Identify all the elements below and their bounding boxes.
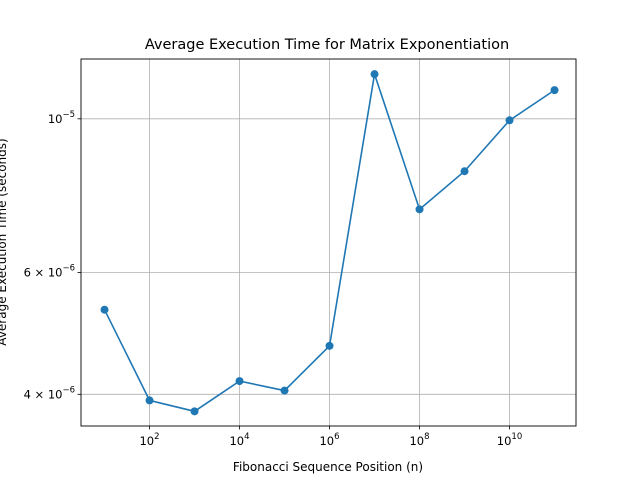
x-tick-label: 104 — [229, 432, 249, 448]
y-axis-label: Average Execution Time (seconds) — [0, 138, 9, 345]
x-tick-label: 1010 — [497, 432, 522, 448]
data-point — [415, 205, 424, 214]
data-point — [280, 386, 289, 395]
y-axis: 4 × 10−6 6 × 10−6 10−5 — [24, 110, 81, 401]
plot-frame — [80, 58, 577, 427]
data-point — [550, 86, 559, 95]
x-tick-label: 102 — [139, 432, 159, 448]
x-axis-label: Fibonacci Sequence Position (n) — [233, 460, 423, 474]
y-tick-label: 10−5 — [48, 110, 75, 126]
data-point — [460, 167, 469, 176]
data-point — [145, 396, 154, 405]
data-point — [235, 377, 244, 386]
chart-title: Average Execution Time for Matrix Expone… — [145, 37, 509, 53]
data-point — [325, 341, 334, 350]
x-tick-label: 108 — [409, 432, 429, 448]
x-axis: 102 104 106 108 1010 — [139, 426, 522, 448]
data-series — [100, 70, 559, 416]
y-tick-label: 6 × 10−6 — [24, 263, 75, 279]
data-point — [505, 116, 514, 125]
y-tick-label: 4 × 10−6 — [24, 385, 75, 401]
data-point — [100, 305, 109, 314]
data-point — [190, 407, 199, 416]
x-tick-label: 106 — [319, 432, 339, 448]
data-point — [370, 70, 379, 79]
